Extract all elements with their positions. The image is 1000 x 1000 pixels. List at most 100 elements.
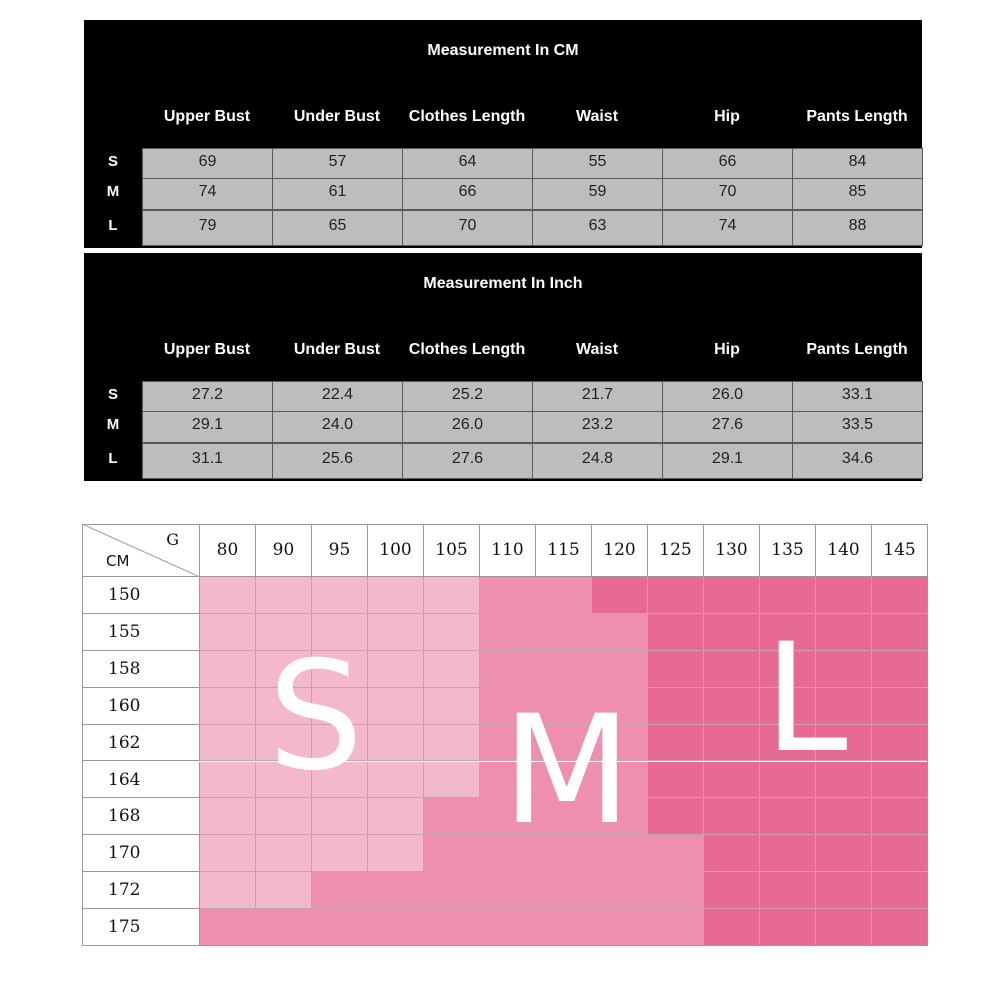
size-cell-m [424, 909, 480, 946]
size-cell-s [256, 687, 312, 725]
table-cell: 27.6 [402, 443, 533, 479]
size-row-label: S [107, 153, 118, 170]
size-cell-l [648, 577, 704, 614]
size-cell-l [816, 761, 872, 799]
size-cell-l [872, 577, 928, 614]
size-cell-l [816, 687, 872, 725]
size-cell-s [424, 577, 480, 614]
inch-measurement-table: Measurement In Inch Upper Bust Under Bust… [84, 253, 923, 481]
size-cell-s [200, 835, 256, 873]
table-cell: 31.1 [142, 443, 273, 479]
size-cell-l [872, 761, 928, 799]
size-cell-l [872, 687, 928, 725]
size-cell-m [592, 835, 648, 873]
size-cell-m [648, 872, 704, 910]
size-cell-l [648, 798, 704, 836]
size-recommendation-grid: G CM 80 90 95 100 105 110 115 120 125 130 135 140 145 1… [82, 524, 928, 946]
column-header: Hip [714, 108, 740, 125]
size-cell-l [760, 687, 816, 725]
size-cell-s [312, 835, 368, 873]
size-cell-s [424, 613, 480, 651]
size-cell-m [592, 909, 648, 946]
table-cell: 57 [272, 148, 403, 179]
size-cell-l [760, 798, 816, 836]
size-cell-m [592, 613, 648, 651]
size-cell-l [704, 798, 760, 836]
size-cell-m [480, 835, 536, 873]
size-cell-s [312, 650, 368, 688]
column-header: Clothes Length [408, 108, 526, 125]
table-cell: 21.7 [532, 381, 663, 412]
size-cell-m [592, 724, 648, 762]
inch-table-title: Measurement In Inch [423, 275, 583, 292]
table-cell: 25.6 [272, 443, 403, 479]
size-cell-m [536, 577, 592, 614]
height-header: 170 [82, 835, 200, 873]
size-cell-s [200, 650, 256, 688]
size-cell-m [592, 761, 648, 799]
size-cell-m [648, 835, 704, 873]
size-cell-l [648, 613, 704, 651]
size-cell-s [200, 761, 256, 799]
size-cell-l [592, 577, 648, 614]
size-cell-l [872, 872, 928, 910]
size-cell-m [536, 724, 592, 762]
size-row-label: M [106, 416, 120, 433]
size-cell-l [816, 577, 872, 614]
column-header: Waist [575, 341, 619, 358]
size-cell-m [480, 613, 536, 651]
height-header: 160 [82, 687, 200, 725]
size-cell-l [816, 724, 872, 762]
size-cell-l [872, 613, 928, 651]
size-cell-m [648, 909, 704, 946]
size-cell-s [368, 577, 424, 614]
size-cell-l [816, 835, 872, 873]
size-cell-l [704, 577, 760, 614]
size-cell-l [872, 650, 928, 688]
weight-header: 110 [480, 524, 536, 577]
size-cell-s [312, 761, 368, 799]
size-cell-m [480, 761, 536, 799]
size-row-label: L [108, 450, 118, 467]
size-cell-l [648, 650, 704, 688]
size-cell-s [368, 650, 424, 688]
table-cell: 33.5 [792, 411, 923, 443]
cm-measurement-table: Measurement In CM Upper Bust Under Bust Cl… [84, 20, 923, 248]
size-cell-l [760, 650, 816, 688]
table-cell: 22.4 [272, 381, 403, 412]
size-cell-s [424, 687, 480, 725]
size-cell-l [704, 761, 760, 799]
column-header: Under Bust [293, 341, 381, 358]
table-cell: 74 [142, 178, 273, 210]
size-cell-l [704, 835, 760, 873]
grid-corner: G CM [82, 524, 200, 577]
size-cell-m [536, 761, 592, 799]
table-cell: 84 [792, 148, 923, 179]
height-header: 172 [82, 872, 200, 910]
column-header: Pants Length [806, 341, 908, 358]
table-cell: 24.8 [532, 443, 663, 479]
size-letter-l: L [764, 612, 848, 786]
size-cell-s [256, 872, 312, 910]
cm-table-title: Measurement In CM [427, 42, 579, 59]
size-cell-m [536, 835, 592, 873]
size-cell-s [312, 613, 368, 651]
table-cell: 27.2 [142, 381, 273, 412]
size-cell-s [368, 761, 424, 799]
size-cell-m [536, 798, 592, 836]
weight-header: 100 [368, 524, 424, 577]
size-cell-m [424, 835, 480, 873]
size-cell-m [592, 650, 648, 688]
table-cell: 88 [792, 210, 923, 246]
size-cell-m [480, 798, 536, 836]
size-cell-l [704, 724, 760, 762]
weight-header: 125 [648, 524, 704, 577]
size-cell-l [760, 613, 816, 651]
size-cell-s [200, 724, 256, 762]
size-cell-m [480, 687, 536, 725]
size-cell-s [424, 650, 480, 688]
table-cell: 34.6 [792, 443, 923, 479]
size-cell-m [312, 872, 368, 910]
column-header: Upper Bust [163, 108, 251, 125]
size-letter-s: S [268, 630, 364, 804]
